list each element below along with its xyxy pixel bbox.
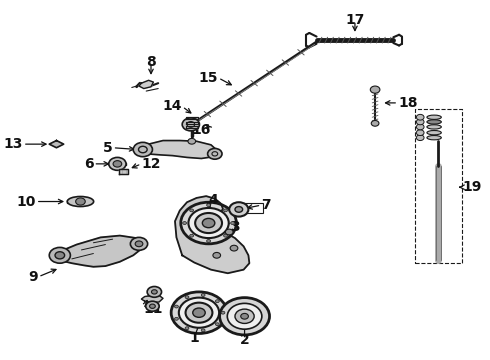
Circle shape bbox=[201, 329, 205, 332]
Polygon shape bbox=[175, 196, 249, 273]
Polygon shape bbox=[52, 235, 143, 267]
Circle shape bbox=[195, 213, 222, 233]
Circle shape bbox=[188, 138, 196, 144]
Circle shape bbox=[109, 157, 126, 170]
Bar bbox=[415, 109, 462, 263]
Circle shape bbox=[202, 219, 215, 228]
Circle shape bbox=[181, 202, 236, 244]
Circle shape bbox=[201, 294, 205, 297]
Circle shape bbox=[151, 290, 157, 294]
Bar bbox=[244, 203, 263, 213]
Circle shape bbox=[147, 287, 162, 297]
Circle shape bbox=[171, 292, 227, 333]
Circle shape bbox=[190, 209, 194, 212]
Circle shape bbox=[213, 252, 220, 258]
Polygon shape bbox=[139, 80, 153, 89]
Polygon shape bbox=[186, 117, 197, 120]
Circle shape bbox=[235, 207, 243, 212]
Circle shape bbox=[185, 327, 189, 330]
Ellipse shape bbox=[427, 135, 441, 140]
Circle shape bbox=[208, 148, 222, 159]
Circle shape bbox=[174, 318, 178, 320]
Circle shape bbox=[207, 204, 211, 207]
Circle shape bbox=[130, 237, 147, 250]
Circle shape bbox=[221, 311, 225, 314]
Circle shape bbox=[146, 301, 159, 311]
Text: 2: 2 bbox=[240, 333, 249, 347]
Circle shape bbox=[216, 323, 220, 326]
Circle shape bbox=[186, 303, 213, 323]
Circle shape bbox=[370, 86, 380, 93]
Circle shape bbox=[182, 118, 199, 131]
Circle shape bbox=[149, 304, 155, 309]
Text: 8: 8 bbox=[146, 55, 156, 69]
Text: 7: 7 bbox=[261, 198, 271, 212]
Circle shape bbox=[75, 198, 85, 205]
Polygon shape bbox=[142, 296, 163, 303]
Text: 15: 15 bbox=[198, 71, 218, 85]
Ellipse shape bbox=[427, 125, 441, 129]
Text: 6: 6 bbox=[84, 157, 94, 171]
Ellipse shape bbox=[427, 120, 441, 124]
Polygon shape bbox=[139, 140, 218, 158]
Circle shape bbox=[416, 119, 424, 125]
Text: 17: 17 bbox=[345, 13, 365, 27]
Circle shape bbox=[133, 142, 152, 157]
Text: 19: 19 bbox=[463, 180, 482, 194]
Circle shape bbox=[225, 229, 233, 235]
Text: 10: 10 bbox=[17, 194, 36, 208]
Circle shape bbox=[113, 161, 122, 167]
Circle shape bbox=[49, 247, 71, 263]
Circle shape bbox=[135, 241, 143, 247]
Circle shape bbox=[235, 309, 254, 323]
Text: 5: 5 bbox=[103, 141, 113, 155]
Circle shape bbox=[220, 298, 270, 335]
Circle shape bbox=[193, 308, 205, 318]
Circle shape bbox=[416, 130, 424, 135]
Polygon shape bbox=[49, 140, 64, 148]
Polygon shape bbox=[186, 122, 197, 124]
Circle shape bbox=[189, 208, 229, 238]
Text: 3: 3 bbox=[230, 220, 240, 234]
Circle shape bbox=[227, 303, 262, 329]
Text: 18: 18 bbox=[398, 96, 417, 110]
Ellipse shape bbox=[427, 131, 441, 135]
Circle shape bbox=[229, 202, 248, 217]
Circle shape bbox=[216, 300, 220, 303]
Text: 4: 4 bbox=[209, 193, 219, 207]
Text: 1: 1 bbox=[189, 331, 199, 345]
Text: 12: 12 bbox=[142, 157, 161, 171]
Circle shape bbox=[231, 222, 235, 225]
Circle shape bbox=[416, 124, 424, 130]
Circle shape bbox=[223, 209, 227, 212]
Circle shape bbox=[416, 114, 424, 120]
Text: 16: 16 bbox=[192, 123, 211, 137]
Circle shape bbox=[230, 245, 238, 251]
Circle shape bbox=[55, 252, 65, 259]
Circle shape bbox=[174, 305, 178, 308]
Circle shape bbox=[179, 298, 219, 328]
Circle shape bbox=[371, 121, 379, 126]
Text: 14: 14 bbox=[163, 99, 182, 113]
Circle shape bbox=[190, 234, 194, 237]
Circle shape bbox=[416, 135, 424, 140]
Polygon shape bbox=[186, 126, 197, 128]
Text: 9: 9 bbox=[28, 270, 38, 284]
Text: 11: 11 bbox=[144, 302, 163, 316]
Ellipse shape bbox=[427, 115, 441, 120]
Circle shape bbox=[207, 239, 211, 242]
Circle shape bbox=[241, 314, 248, 319]
Ellipse shape bbox=[67, 197, 94, 207]
Circle shape bbox=[183, 222, 187, 225]
Text: 13: 13 bbox=[3, 137, 23, 151]
Circle shape bbox=[223, 234, 227, 237]
Polygon shape bbox=[119, 168, 128, 174]
Circle shape bbox=[185, 296, 189, 298]
